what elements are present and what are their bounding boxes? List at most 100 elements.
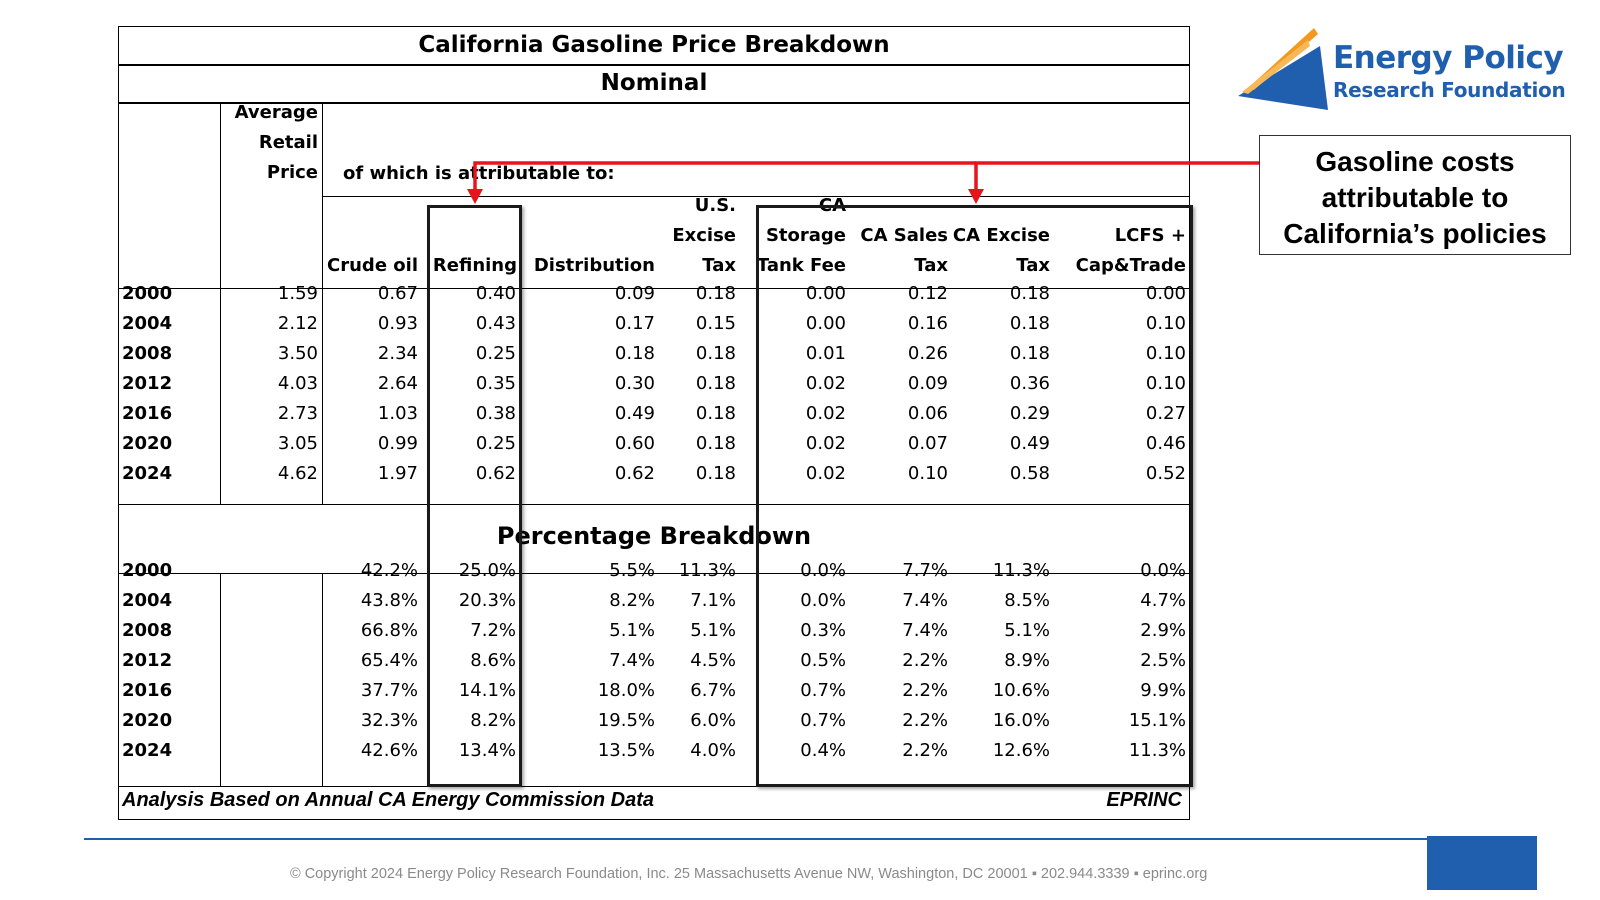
percentage-cell-1-7: 4.7% [1140,590,1186,611]
nominal-cell-0-5: 0.12 [907,283,948,304]
percentage-cell-3-7: 2.5% [1140,650,1186,671]
nominal-cell-6-4: 0.02 [805,463,846,484]
col-header-ca-storage-3: Tank Fee [756,255,846,276]
percentage-cell-0-6: 11.3% [992,560,1050,581]
percentage-cell-0-2: 5.5% [609,560,655,581]
percentage-cell-3-4: 0.5% [800,650,846,671]
policy-callout: Gasoline costs attributable to Californi… [1259,135,1571,255]
rule-title [118,64,1190,66]
percentage-cell-6-6: 12.6% [992,740,1050,761]
percentage-year-5: 2020 [122,710,173,731]
percentage-year-3: 2012 [122,650,173,671]
avg-price-header-3: Price [266,162,318,183]
nominal-avg-price-5: 3.05 [277,433,318,454]
nominal-year-4: 2016 [122,403,173,424]
percentage-cell-5-4: 0.7% [800,710,846,731]
nominal-cell-1-3: 0.15 [695,313,736,334]
percentage-cell-2-6: 5.1% [1004,620,1050,641]
col-header-us-excise-3: Tax [702,255,736,276]
percentage-cell-1-5: 7.4% [902,590,948,611]
percentage-cell-5-3: 6.0% [690,710,736,731]
percentage-cell-0-3: 11.3% [678,560,736,581]
nominal-cell-0-0: 0.67 [377,283,418,304]
attributable-header: of which is attributable to: [343,163,615,184]
vrule-avg [322,104,323,504]
nominal-cell-5-5: 0.07 [907,433,948,454]
nominal-cell-2-7: 0.10 [1145,343,1186,364]
percentage-cell-2-1: 7.2% [470,620,516,641]
percentage-cell-4-7: 9.9% [1140,680,1186,701]
nominal-cell-4-3: 0.18 [695,403,736,424]
percentage-cell-4-4: 0.7% [800,680,846,701]
table-border-right [1189,26,1190,820]
rule-nominal-end [118,504,1190,505]
nominal-cell-0-1: 0.40 [475,283,516,304]
nominal-avg-price-1: 2.12 [277,313,318,334]
nominal-cell-3-7: 0.10 [1145,373,1186,394]
percentage-cell-1-0: 43.8% [360,590,418,611]
nominal-cell-3-2: 0.30 [614,373,655,394]
rule-subtitle [118,102,1190,104]
nominal-cell-6-7: 0.52 [1145,463,1186,484]
nominal-cell-5-7: 0.46 [1145,433,1186,454]
col-header-ca-sales-1: CA Sales [860,225,948,246]
col-header-ca-excise-2: Tax [1016,255,1050,276]
nominal-year-3: 2012 [122,373,173,394]
nominal-year-2: 2008 [122,343,173,364]
percentage-cell-6-2: 13.5% [597,740,655,761]
col-header-us-excise-1: U.S. [694,195,736,216]
rule-pct-title [118,573,1190,574]
callout-line-2: attributable to [1321,182,1509,213]
percentage-cell-5-2: 19.5% [597,710,655,731]
nominal-avg-price-0: 1.59 [277,283,318,304]
percentage-cell-6-3: 4.0% [690,740,736,761]
percentage-cell-2-7: 2.9% [1140,620,1186,641]
percentage-cell-4-1: 14.1% [458,680,516,701]
nominal-cell-2-4: 0.01 [805,343,846,364]
percentage-cell-3-0: 65.4% [360,650,418,671]
nominal-cell-6-3: 0.18 [695,463,736,484]
nominal-cell-2-3: 0.18 [695,343,736,364]
percentage-cell-6-5: 2.2% [902,740,948,761]
nominal-cell-3-3: 0.18 [695,373,736,394]
percentage-cell-5-6: 16.0% [992,710,1050,731]
percentage-cell-4-6: 10.6% [992,680,1050,701]
footer-block [1427,836,1537,890]
table-border-bottom [118,819,1190,820]
col-header-refining: Refining [432,255,517,276]
percentage-cell-3-5: 2.2% [902,650,948,671]
nominal-cell-2-2: 0.18 [614,343,655,364]
col-header-ca-storage-2: Storage [765,225,846,246]
nominal-avg-price-4: 2.73 [277,403,318,424]
nominal-cell-1-1: 0.43 [475,313,516,334]
nominal-cell-6-1: 0.62 [475,463,516,484]
percentage-cell-0-1: 25.0% [458,560,516,581]
nominal-cell-1-5: 0.16 [907,313,948,334]
nominal-cell-2-5: 0.26 [907,343,948,364]
nominal-avg-price-2: 3.50 [277,343,318,364]
percentage-cell-3-3: 4.5% [690,650,736,671]
nominal-cell-5-0: 0.99 [377,433,418,454]
nominal-cell-4-1: 0.38 [475,403,516,424]
nominal-cell-1-4: 0.00 [805,313,846,334]
avg-price-header-2: Retail [258,132,318,153]
percentage-cell-4-3: 6.7% [690,680,736,701]
vrule-year [220,104,221,504]
vrule-year-pct [220,573,221,786]
nominal-cell-5-3: 0.18 [695,433,736,454]
logo-mark-icon [1238,28,1328,110]
col-header-lcfs-2: Cap&Trade [1075,255,1186,276]
percentage-cell-2-0: 66.8% [360,620,418,641]
nominal-cell-2-6: 0.18 [1009,343,1050,364]
nominal-cell-3-5: 0.09 [907,373,948,394]
rule-attributable [323,196,1190,197]
percentage-cell-0-0: 42.2% [360,560,418,581]
nominal-cell-4-5: 0.06 [907,403,948,424]
nominal-cell-0-4: 0.00 [805,283,846,304]
nominal-cell-3-6: 0.36 [1009,373,1050,394]
nominal-cell-6-0: 1.97 [377,463,418,484]
nominal-cell-3-1: 0.35 [475,373,516,394]
nominal-cell-5-1: 0.25 [475,433,516,454]
col-header-distribution: Distribution [533,255,655,276]
nominal-cell-1-7: 0.10 [1145,313,1186,334]
